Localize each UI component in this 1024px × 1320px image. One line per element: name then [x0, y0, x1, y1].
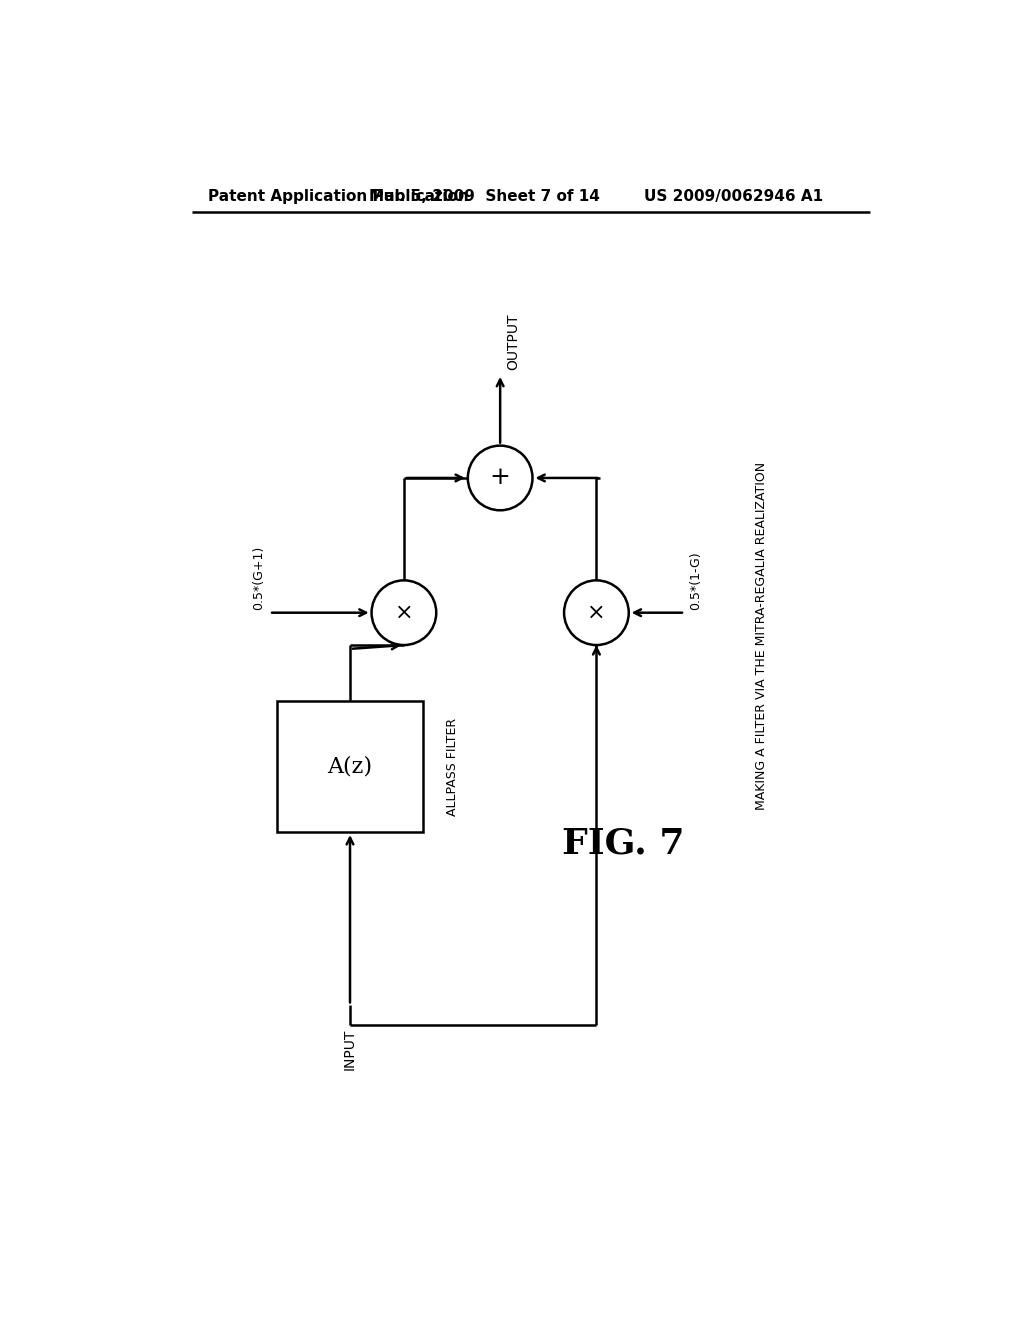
Text: ALLPASS FILTER: ALLPASS FILTER — [445, 718, 459, 816]
Text: MAKING A FILTER VIA THE MITRA-REGALIA REALIZATION: MAKING A FILTER VIA THE MITRA-REGALIA RE… — [756, 462, 768, 810]
Circle shape — [372, 581, 436, 645]
Text: +: + — [489, 466, 511, 490]
Text: A(z): A(z) — [328, 755, 373, 777]
Text: Mar. 5, 2009  Sheet 7 of 14: Mar. 5, 2009 Sheet 7 of 14 — [370, 189, 600, 205]
Circle shape — [564, 581, 629, 645]
Text: ×: × — [394, 602, 414, 624]
Text: INPUT: INPUT — [343, 1028, 357, 1071]
Text: OUTPUT: OUTPUT — [506, 314, 520, 370]
Bar — [276, 701, 423, 832]
Text: US 2009/0062946 A1: US 2009/0062946 A1 — [644, 189, 823, 205]
Text: FIG. 7: FIG. 7 — [562, 826, 684, 861]
Text: ×: × — [587, 602, 606, 624]
Text: 0.5*(1-G): 0.5*(1-G) — [689, 552, 701, 610]
Circle shape — [468, 446, 532, 511]
Text: 0.5*(G+1): 0.5*(G+1) — [252, 546, 265, 610]
Text: Patent Application Publication: Patent Application Publication — [208, 189, 468, 205]
